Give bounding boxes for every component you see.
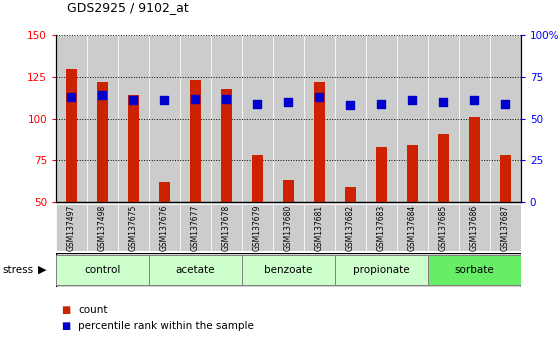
- Bar: [180, 35, 211, 202]
- FancyBboxPatch shape: [428, 204, 459, 251]
- Bar: [56, 35, 87, 202]
- FancyBboxPatch shape: [428, 255, 521, 285]
- Point: [67, 94, 76, 100]
- Text: GSM137676: GSM137676: [160, 205, 169, 251]
- FancyBboxPatch shape: [242, 204, 273, 251]
- Point: [129, 97, 138, 103]
- Bar: [500, 155, 511, 202]
- Bar: [366, 35, 397, 202]
- Text: count: count: [78, 305, 108, 315]
- FancyBboxPatch shape: [211, 204, 242, 251]
- Text: GSM137680: GSM137680: [284, 205, 293, 251]
- Point: [98, 92, 107, 98]
- Bar: [190, 80, 201, 202]
- Text: sorbate: sorbate: [455, 265, 494, 275]
- Bar: [118, 35, 149, 202]
- FancyBboxPatch shape: [397, 204, 428, 251]
- Bar: [66, 69, 77, 202]
- Bar: [407, 145, 418, 202]
- Text: GSM137687: GSM137687: [501, 205, 510, 251]
- FancyBboxPatch shape: [56, 204, 87, 251]
- Point: [377, 101, 386, 107]
- Text: GSM137678: GSM137678: [222, 205, 231, 251]
- Bar: [87, 35, 118, 202]
- Text: acetate: acetate: [176, 265, 215, 275]
- Bar: [283, 180, 294, 202]
- FancyBboxPatch shape: [149, 204, 180, 251]
- FancyBboxPatch shape: [335, 255, 428, 285]
- Point: [346, 102, 355, 108]
- FancyBboxPatch shape: [56, 255, 149, 285]
- Text: GSM137679: GSM137679: [253, 205, 262, 251]
- Bar: [376, 147, 387, 202]
- FancyBboxPatch shape: [490, 204, 521, 251]
- Text: percentile rank within the sample: percentile rank within the sample: [78, 321, 254, 331]
- Text: benzoate: benzoate: [264, 265, 312, 275]
- Text: GSM137686: GSM137686: [470, 205, 479, 251]
- Bar: [211, 35, 242, 202]
- Bar: [149, 35, 180, 202]
- Point: [222, 96, 231, 102]
- Point: [501, 101, 510, 107]
- Text: propionate: propionate: [353, 265, 410, 275]
- Text: ■: ■: [62, 321, 71, 331]
- Point: [470, 97, 479, 103]
- Bar: [273, 35, 304, 202]
- Point: [439, 99, 448, 105]
- Bar: [490, 35, 521, 202]
- Bar: [304, 35, 335, 202]
- Text: GSM137497: GSM137497: [67, 205, 76, 251]
- FancyBboxPatch shape: [118, 204, 149, 251]
- Bar: [242, 35, 273, 202]
- Bar: [469, 117, 480, 202]
- FancyBboxPatch shape: [459, 204, 490, 251]
- Bar: [397, 35, 428, 202]
- Point: [408, 97, 417, 103]
- Text: GDS2925 / 9102_at: GDS2925 / 9102_at: [67, 1, 189, 14]
- Text: GSM137684: GSM137684: [408, 205, 417, 251]
- Bar: [252, 155, 263, 202]
- Bar: [428, 35, 459, 202]
- Bar: [97, 82, 108, 202]
- Point: [160, 97, 169, 103]
- Text: ■: ■: [62, 305, 71, 315]
- FancyBboxPatch shape: [366, 204, 397, 251]
- Bar: [345, 187, 356, 202]
- Bar: [221, 88, 232, 202]
- FancyBboxPatch shape: [304, 204, 335, 251]
- Text: ▶: ▶: [38, 265, 46, 275]
- Point: [315, 94, 324, 100]
- FancyBboxPatch shape: [149, 255, 242, 285]
- Text: GSM137683: GSM137683: [377, 205, 386, 251]
- Text: GSM137681: GSM137681: [315, 205, 324, 251]
- Text: GSM137677: GSM137677: [191, 205, 200, 251]
- Bar: [459, 35, 490, 202]
- Bar: [335, 35, 366, 202]
- FancyBboxPatch shape: [180, 204, 211, 251]
- Point: [284, 99, 293, 105]
- FancyBboxPatch shape: [273, 204, 304, 251]
- Text: control: control: [85, 265, 120, 275]
- Text: GSM137685: GSM137685: [439, 205, 448, 251]
- Text: GSM137498: GSM137498: [98, 205, 107, 251]
- Bar: [159, 182, 170, 202]
- Text: GSM137682: GSM137682: [346, 205, 355, 251]
- Point: [191, 96, 200, 102]
- FancyBboxPatch shape: [242, 255, 335, 285]
- FancyBboxPatch shape: [335, 204, 366, 251]
- FancyBboxPatch shape: [87, 204, 118, 251]
- Bar: [314, 82, 325, 202]
- Text: GSM137675: GSM137675: [129, 205, 138, 251]
- Bar: [438, 133, 449, 202]
- Text: stress: stress: [3, 265, 34, 275]
- Bar: [128, 95, 139, 202]
- Point: [253, 101, 262, 107]
